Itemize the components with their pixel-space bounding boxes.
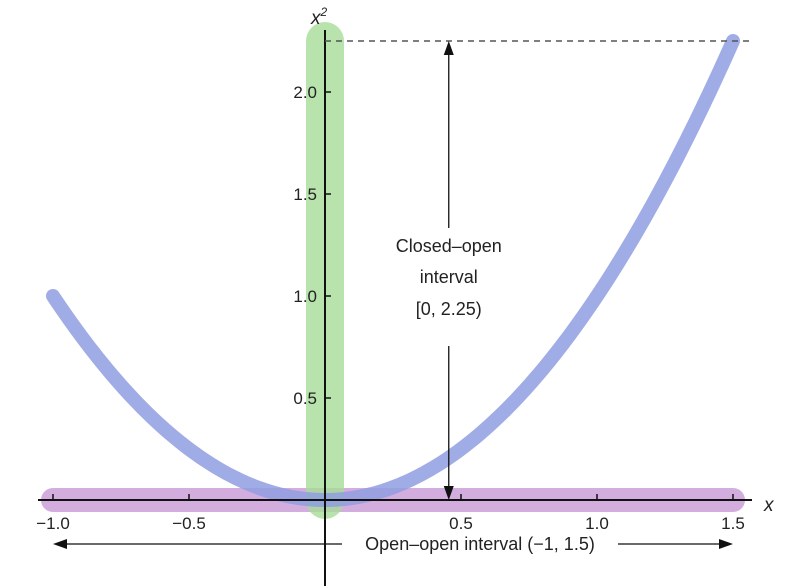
closed-open-line-3: [0, 2.25) (416, 299, 482, 319)
domain-arrow-head-left (53, 539, 67, 549)
x-tick-label: 1.0 (585, 514, 609, 533)
x-tick-label: 1.5 (721, 514, 745, 533)
x-tick-label: −0.5 (172, 514, 206, 533)
x-squared-curve (46, 34, 740, 507)
open-open-annotation: Open–open interval (−1, 1.5) (342, 530, 618, 558)
x-tick-label: −1.0 (36, 514, 70, 533)
y-tick-label: 2.0 (293, 83, 317, 102)
range-arrow-head-top (443, 41, 454, 55)
closed-open-annotation: Closed–open interval [0, 2.25) (376, 228, 521, 346)
ticks: −1.0 −0.5 0.5 1.0 1.5 0.5 1.0 1.5 2.0 (36, 83, 745, 533)
x-tick-label: 0.5 (449, 514, 473, 533)
y-tick-label: 0.5 (293, 389, 317, 408)
range-arrow-head-bottom (443, 486, 454, 500)
closed-open-line-2: interval (420, 267, 478, 287)
domain-arrow-head-right (719, 539, 733, 549)
y-axis-label-base: x (310, 8, 322, 29)
y-axis-label-exponent: 2 (320, 5, 328, 19)
x-axis-label: x (763, 495, 775, 516)
y-tick-label: 1.5 (293, 185, 317, 204)
closed-open-line-1: Closed–open (396, 236, 502, 256)
y-axis-label: x2 (310, 5, 328, 29)
open-open-label: Open–open interval (−1, 1.5) (365, 534, 595, 554)
y-tick-label: 1.0 (293, 287, 317, 306)
